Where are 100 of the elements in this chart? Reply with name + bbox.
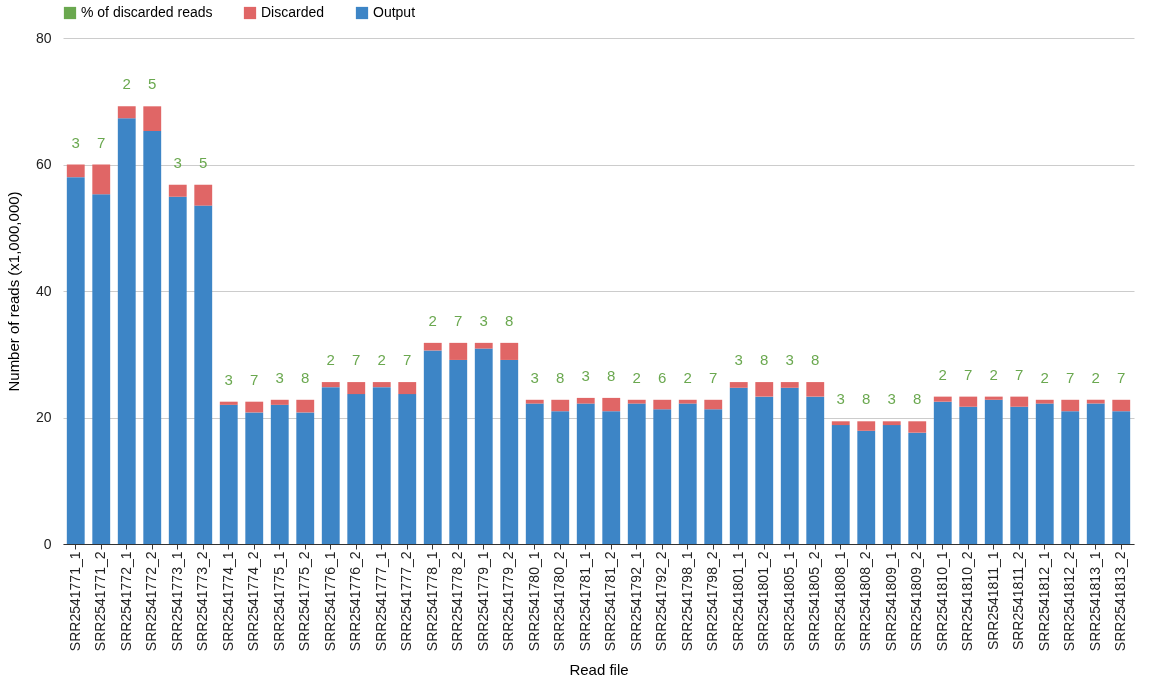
x-tick-label: SRR2541812_1 <box>1035 551 1052 652</box>
annotation: 3 <box>581 366 590 384</box>
bar <box>704 409 723 544</box>
annotation: 8 <box>607 366 616 384</box>
bar <box>831 421 850 426</box>
bar <box>704 399 723 410</box>
annotation: 3 <box>734 351 743 369</box>
bar <box>984 396 1003 400</box>
bar <box>449 342 468 360</box>
x-tick-label: SRR2541774_2 <box>245 551 262 652</box>
bar <box>959 406 978 544</box>
bar <box>500 359 519 544</box>
bar <box>117 118 136 544</box>
annotation: 7 <box>454 311 463 329</box>
bar <box>270 404 289 544</box>
bar <box>245 401 264 413</box>
bar <box>576 403 595 544</box>
bar <box>143 130 162 544</box>
bar <box>372 387 391 544</box>
annotation: 3 <box>785 351 794 369</box>
bar <box>219 404 238 544</box>
annotation: 3 <box>224 370 233 388</box>
x-tick-label: SRR2541798_1 <box>678 551 695 652</box>
x-tick-label: SRR2541776_1 <box>321 551 338 652</box>
bar <box>627 403 646 544</box>
bar <box>398 382 417 395</box>
annotation: 2 <box>683 368 692 386</box>
annotation: 7 <box>352 351 361 369</box>
x-tick-label: SRR2541810_1 <box>933 551 950 652</box>
bar <box>168 196 187 544</box>
bar <box>500 342 519 360</box>
x-tick-label: SRR2541771_2 <box>92 551 109 652</box>
annotation: 8 <box>301 368 310 386</box>
bar <box>219 401 238 405</box>
bar <box>117 106 136 119</box>
legend-label: Discarded <box>261 4 325 20</box>
bar <box>423 342 442 351</box>
annotation: 7 <box>964 365 973 383</box>
bar <box>372 382 391 388</box>
bar <box>423 350 442 544</box>
bar <box>984 399 1003 544</box>
bar <box>653 409 672 544</box>
bar <box>1035 403 1054 544</box>
x-tick-label: SRR2541781_2 <box>602 551 619 652</box>
x-tick-label: SRR2541779_1 <box>474 551 491 652</box>
bar <box>347 394 366 544</box>
x-tick-label: SRR2541801_2 <box>755 551 772 652</box>
annotation: 7 <box>97 133 106 151</box>
bar <box>882 421 901 426</box>
y-tick-label: 20 <box>35 409 52 425</box>
y-axis-title: Number of reads (x1,000,000) <box>4 191 22 392</box>
bar <box>525 403 544 544</box>
annotation: 3 <box>71 133 80 151</box>
y-tick-label: 80 <box>35 29 52 46</box>
x-tick-label: SRR2541781_1 <box>576 551 593 652</box>
annotation: 3 <box>530 368 539 386</box>
bar <box>908 421 927 433</box>
x-tick-label: SRR2541778_1 <box>423 551 440 652</box>
annotation: 8 <box>760 351 769 369</box>
bar <box>270 399 289 405</box>
x-axis-title: Read file <box>569 661 629 679</box>
x-tick-label: SRR2541777_1 <box>372 551 389 652</box>
x-tick-label: SRR2541775_2 <box>296 551 313 652</box>
bar <box>882 425 901 544</box>
bar <box>933 396 952 402</box>
bar <box>1061 399 1080 412</box>
bar <box>729 382 748 388</box>
y-tick-label: 40 <box>35 282 52 299</box>
x-tick-label: SRR2541812_2 <box>1061 551 1078 652</box>
x-tick-label: SRR2541775_1 <box>270 551 287 652</box>
x-tick-label: SRR2541778_2 <box>449 551 466 652</box>
legend-label: % of discarded reads <box>81 4 213 20</box>
bar <box>1086 403 1105 544</box>
bar <box>602 411 621 544</box>
bar <box>576 397 595 404</box>
x-tick-label: SRR2541780_2 <box>551 551 568 652</box>
bar <box>551 399 570 412</box>
annotation: 3 <box>836 390 845 408</box>
annotation: 7 <box>403 351 412 369</box>
x-tick-label: SRR2541773_2 <box>194 551 211 652</box>
bar <box>780 382 799 388</box>
bar <box>831 425 850 544</box>
x-tick-label: SRR2541780_1 <box>525 551 542 652</box>
annotation: 6 <box>658 368 667 386</box>
legend-label: Output <box>373 4 416 20</box>
annotation: 2 <box>326 351 335 369</box>
bar <box>92 194 111 544</box>
annotation: 2 <box>938 365 947 383</box>
bar <box>143 106 162 131</box>
bar <box>1061 411 1080 544</box>
bar <box>347 382 366 395</box>
bar <box>602 397 621 412</box>
annotation: 2 <box>122 75 131 93</box>
annotation: 3 <box>173 153 182 171</box>
annotation: 8 <box>862 390 871 408</box>
x-tick-label: SRR2541792_1 <box>627 551 644 652</box>
x-tick-label: SRR2541808_1 <box>831 551 848 652</box>
bar <box>296 412 315 544</box>
x-tick-label: SRR2541813_2 <box>1112 551 1129 652</box>
bar <box>1010 396 1029 407</box>
